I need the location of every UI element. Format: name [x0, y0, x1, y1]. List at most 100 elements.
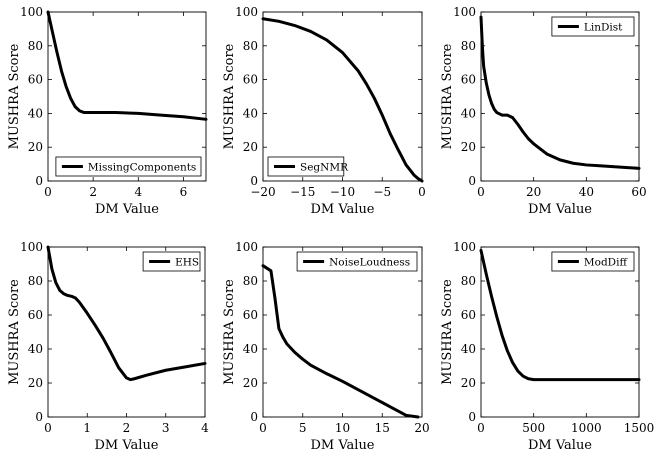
x-tick-label: 3	[162, 421, 170, 435]
y-axis-label: MUSHRA Score	[222, 279, 237, 385]
plot-frame	[47, 246, 206, 418]
y-tick-label: 100	[235, 240, 258, 254]
y-tick-label: 20	[243, 376, 258, 390]
x-tick-label: 2	[123, 421, 131, 435]
x-tick-label: 4	[134, 185, 142, 199]
legend-box	[551, 251, 635, 272]
legend-box	[267, 156, 345, 177]
legend-entry: MissingComponents	[88, 162, 196, 174]
x-tick-label: −15	[290, 185, 315, 199]
y-tick-label: 20	[461, 140, 476, 154]
y-tick-label: 60	[243, 308, 258, 322]
y-tick-label: 20	[28, 376, 43, 390]
x-tick-label: 15	[375, 421, 390, 435]
x-axis-label: DM Value	[310, 202, 374, 217]
y-tick-label: 40	[28, 106, 43, 120]
y-tick-label: 80	[243, 39, 258, 53]
legend-box	[296, 251, 418, 272]
chart-panel-3: 0 20 40 60 0 20 40 60 80 100 DM Value MUSHRA Score L…	[440, 5, 647, 217]
x-tick-label: 500	[522, 421, 545, 435]
x-tick-label: −10	[330, 185, 355, 199]
x-tick-label: −5	[373, 185, 391, 199]
legend: ModDiff	[551, 251, 635, 272]
x-tick-label: 6	[180, 185, 188, 199]
legend-box	[55, 156, 202, 177]
y-tick-label: 60	[28, 308, 43, 322]
y-tick-label: 100	[20, 5, 43, 19]
y-tick-label: 0	[250, 410, 258, 424]
legend: NoiseLoudness	[296, 251, 418, 272]
x-tick-label: 60	[631, 185, 646, 199]
y-axis-label: MUSHRA Score	[440, 279, 455, 385]
x-tick-label: 0	[477, 421, 485, 435]
plot-frame	[262, 246, 423, 418]
y-tick-label: 60	[28, 73, 43, 87]
legend-entry: SegNMR	[300, 162, 349, 174]
y-tick-label: 40	[28, 342, 43, 356]
x-tick-label: 1	[83, 421, 91, 435]
y-tick-label: 100	[453, 5, 476, 19]
plot-frame	[480, 246, 640, 418]
y-tick-label: 40	[461, 342, 476, 356]
y-axis-label: MUSHRA Score	[7, 43, 22, 149]
legend: MissingComponents	[55, 156, 202, 177]
y-tick-label: 0	[35, 174, 43, 188]
legend-entry: NoiseLoudness	[329, 257, 410, 269]
y-tick-label: 80	[461, 274, 476, 288]
x-tick-label: 5	[299, 421, 307, 435]
y-tick-label: 60	[461, 73, 476, 87]
x-axis-label: DM Value	[528, 202, 592, 217]
x-tick-label: 1000	[571, 421, 602, 435]
y-axis-label: MUSHRA Score	[440, 43, 455, 149]
series-line-lindist	[479, 15, 641, 170]
chart-panel-2: −20 −15 −10 −5 0 0 20 40 60 80 100 DM Value MUSHRA S…	[222, 5, 426, 217]
legend-entry: EHS	[175, 257, 199, 269]
x-tick-label: 20	[414, 421, 429, 435]
y-tick-label: 60	[243, 73, 258, 87]
y-tick-label: 0	[250, 174, 258, 188]
plot-frame	[262, 11, 423, 182]
x-tick-label: 0	[44, 421, 52, 435]
y-tick-label: 0	[35, 410, 43, 424]
chart-panel-6: 0 500 1000 1500 0 20 40 60 80 100 DM Value MUSHRA S…	[440, 240, 654, 453]
y-tick-label: 80	[28, 39, 43, 53]
x-tick-label: 40	[579, 185, 594, 199]
y-tick-label: 60	[461, 308, 476, 322]
series-line-noiseloudness	[261, 264, 420, 419]
y-tick-label: 40	[243, 106, 258, 120]
x-axis-label: DM Value	[528, 438, 592, 453]
x-axis-label: DM Value	[95, 202, 159, 217]
legend-entry: LinDist	[584, 22, 623, 34]
x-tick-label: 0	[477, 185, 485, 199]
y-tick-label: 0	[468, 410, 476, 424]
y-axis-label: MUSHRA Score	[7, 279, 22, 385]
series-line-segnmr	[261, 17, 424, 183]
y-tick-label: 100	[453, 240, 476, 254]
series-line-moddiff	[479, 248, 641, 382]
y-tick-label: 40	[243, 342, 258, 356]
legend: SegNMR	[267, 156, 349, 177]
x-axis-label: DM Value	[94, 438, 158, 453]
y-tick-label: 20	[243, 140, 258, 154]
legend: LinDist	[551, 16, 635, 37]
y-axis-label: MUSHRA Score	[222, 43, 237, 149]
y-tick-label: 20	[461, 376, 476, 390]
x-tick-label: 10	[335, 421, 350, 435]
plot-frame	[480, 11, 640, 182]
y-tick-label: 0	[468, 174, 476, 188]
y-tick-label: 100	[235, 5, 258, 19]
y-tick-label: 40	[461, 106, 476, 120]
plot-frame	[47, 11, 207, 182]
x-tick-label: 2	[89, 185, 97, 199]
x-axis-label: DM Value	[310, 438, 374, 453]
legend-entry: ModDiff	[584, 257, 629, 269]
x-tick-label: 0	[418, 185, 426, 199]
y-tick-label: 100	[20, 240, 43, 254]
chart-panel-5: 0 5 10 15 20 0 20 40 60 80 100 DM Value MUSHRA Score…	[222, 240, 430, 453]
x-tick-label: 1500	[624, 421, 654, 435]
legend-box	[551, 16, 635, 37]
series-line-ehs	[46, 245, 207, 382]
y-tick-label: 20	[28, 140, 43, 154]
